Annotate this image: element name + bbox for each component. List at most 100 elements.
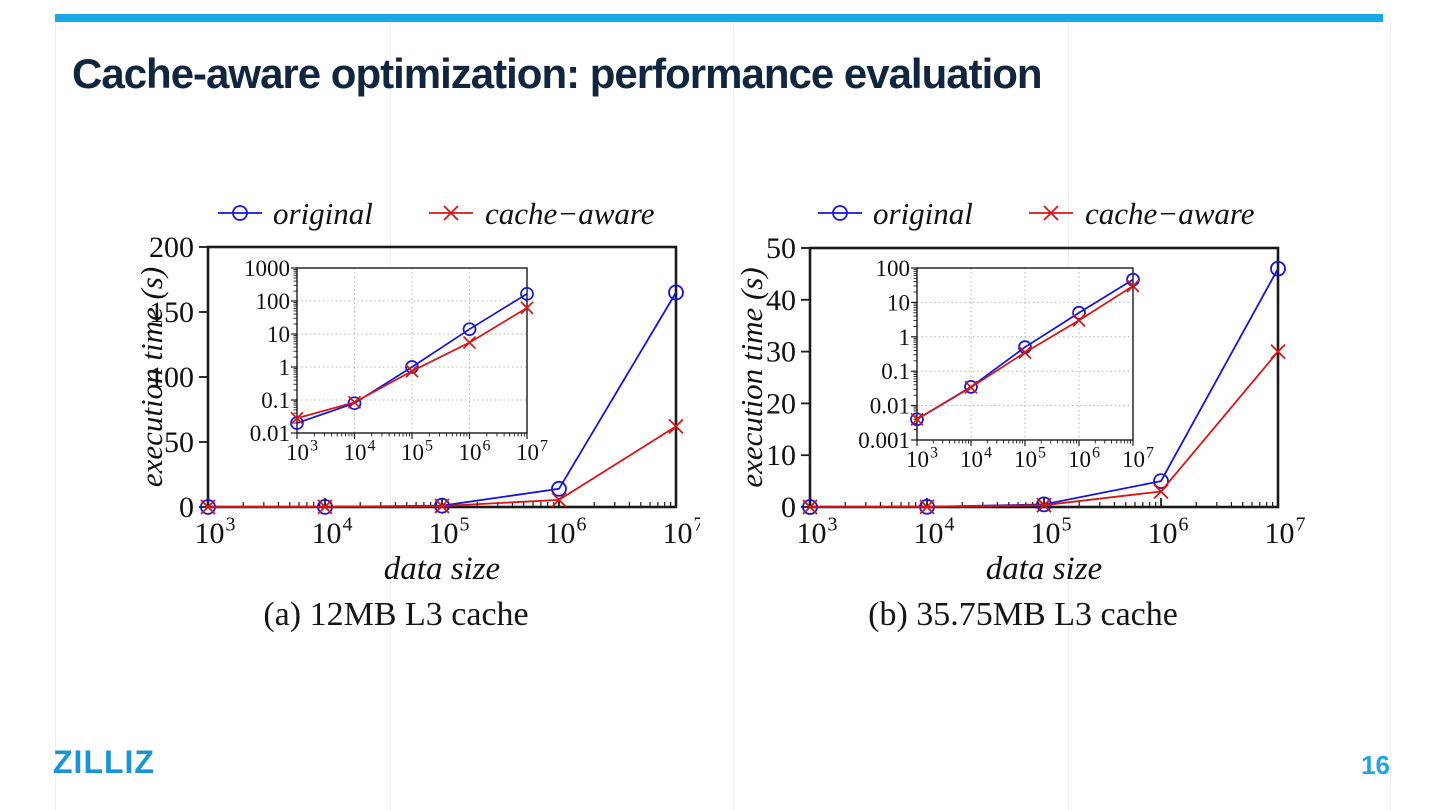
accent-bar xyxy=(55,14,1383,22)
marker-circle xyxy=(668,284,684,301)
inset-x-tick-label: 104 xyxy=(960,444,992,472)
y-axis-label: execution time (s) xyxy=(140,267,169,487)
marker-circle xyxy=(964,380,978,394)
marker-cross xyxy=(200,499,216,515)
marker-circle xyxy=(232,205,248,221)
y-axis-ticks: 0 50 100 150 200 xyxy=(149,231,208,524)
chart-a-caption: (a) 12MB L3 cache xyxy=(263,596,529,633)
marker-circle xyxy=(520,286,534,301)
background-guide-line xyxy=(733,22,734,810)
y-axis-label: execution time (s) xyxy=(740,267,769,487)
inset-y-tick-label: 0.01 xyxy=(250,421,290,446)
y-tick-label: 50 xyxy=(766,232,796,265)
marker-circle xyxy=(832,205,848,221)
inset-y-tick-label: 1000 xyxy=(244,256,290,281)
inset-y-ticks: 0.01 0.1 1 10 100 1000 xyxy=(244,256,297,446)
main-plot: 0 50 100 150 200 103 104 105 106 107 data size exec… xyxy=(140,231,700,587)
inset-y-tick-label: 0.001 xyxy=(858,428,910,453)
legend-label: cache−aware xyxy=(1085,196,1255,231)
inset-y-tick-label: 100 xyxy=(256,289,291,314)
x-axis-ticks: 103 104 105 106 107 xyxy=(797,498,1306,550)
marker-circle xyxy=(1153,473,1169,490)
y-tick-label: 30 xyxy=(766,336,796,369)
x-tick-label: 103 xyxy=(797,513,838,550)
legend-label: cache−aware xyxy=(485,196,655,231)
marker-cross xyxy=(668,418,684,435)
background-guide-line xyxy=(1390,22,1391,810)
marker-cross xyxy=(443,205,459,221)
marker-cross xyxy=(1036,497,1052,513)
marker-cross xyxy=(520,301,534,315)
marker-cross xyxy=(551,492,567,508)
chart-a: original cache−aware 0 50 100 150 200 103 104 105… xyxy=(140,196,700,587)
marker-cross xyxy=(1270,343,1286,360)
legend-label: original xyxy=(273,196,373,231)
x-tick-label: 104 xyxy=(914,513,955,550)
inset-y-tick-label: 1 xyxy=(899,325,911,350)
marker-cross xyxy=(434,498,450,514)
legend-item: cache−aware xyxy=(1029,196,1255,231)
legend-label: original xyxy=(873,196,973,231)
marker-cross xyxy=(919,499,935,515)
marker-cross xyxy=(317,499,333,515)
inset-y-tick-label: 0.01 xyxy=(870,394,910,419)
marker-cross xyxy=(802,499,818,515)
x-axis-label: data size xyxy=(986,551,1102,587)
inset-y-tick-label: 10 xyxy=(267,322,290,347)
x-tick-label: 106 xyxy=(546,513,587,550)
inset-x-tick-label: 103 xyxy=(906,444,938,472)
marker-cross xyxy=(964,380,978,394)
y-tick-label: 200 xyxy=(149,231,194,264)
y-tick-label: 100 xyxy=(149,361,194,394)
inset-plot: 0.001 0.01 0.1 1 10 100 103 104 105 106 107 xyxy=(858,256,1154,472)
inset-x-tick-label: 105 xyxy=(401,437,433,465)
inset-y-tick-label: 10 xyxy=(887,290,910,315)
x-tick-label: 106 xyxy=(1148,513,1189,550)
y-tick-label: 40 xyxy=(766,284,796,317)
legend-item: original xyxy=(218,196,373,231)
series-line xyxy=(296,293,528,424)
background-guide-line xyxy=(55,22,56,810)
y-axis-ticks: 0 10 20 30 40 50 xyxy=(766,232,810,524)
marker-cross xyxy=(910,412,924,426)
marker-cross xyxy=(462,335,477,350)
inset-series-cache-aware xyxy=(290,301,534,425)
inset-plot: 0.01 0.1 1 10 100 1000 103 104 105 106 107 xyxy=(244,256,548,465)
inset-x-ticks: 103 104 105 106 107 xyxy=(906,440,1154,472)
marker-circle xyxy=(1270,260,1286,277)
inset-y-tick-label: 0.1 xyxy=(261,388,290,413)
inset-x-tick-label: 107 xyxy=(516,437,548,465)
inset-x-tick-label: 104 xyxy=(344,437,376,465)
inset-x-tick-label: 103 xyxy=(286,437,318,465)
y-tick-label: 0 xyxy=(781,491,796,524)
marker-cross xyxy=(405,364,419,378)
marker-cross xyxy=(1072,313,1086,327)
marker-cross xyxy=(347,395,362,409)
zilliz-logo: ZILLIZ xyxy=(53,744,155,780)
x-tick-label: 103 xyxy=(195,513,236,550)
marker-circle xyxy=(462,322,477,337)
y-tick-label: 20 xyxy=(766,387,796,420)
series-cache-aware xyxy=(802,343,1286,515)
inset-y-tick-label: 1 xyxy=(279,355,291,380)
y-tick-label: 50 xyxy=(164,426,194,459)
slide-title: Cache-aware optimization: performance ev… xyxy=(72,50,1043,97)
inset-y-tick-label: 100 xyxy=(876,256,911,281)
x-tick-label: 105 xyxy=(429,513,470,550)
legend-item: cache−aware xyxy=(429,196,655,231)
inset-x-tick-label: 105 xyxy=(1014,444,1046,472)
marker-cross xyxy=(1043,205,1059,221)
marker-circle xyxy=(405,360,419,374)
x-tick-label: 107 xyxy=(1265,513,1306,550)
page-number: 16 xyxy=(1361,750,1390,780)
inset-x-tick-label: 106 xyxy=(1068,444,1100,472)
x-tick-label: 105 xyxy=(1031,513,1072,550)
inset-grid xyxy=(297,268,527,433)
y-tick-label: 10 xyxy=(766,439,796,472)
marker-cross xyxy=(1153,483,1169,500)
x-tick-label: 107 xyxy=(663,513,701,550)
legend-item: original xyxy=(818,196,973,231)
inset-x-ticks: 103 104 105 106 107 xyxy=(286,433,548,465)
